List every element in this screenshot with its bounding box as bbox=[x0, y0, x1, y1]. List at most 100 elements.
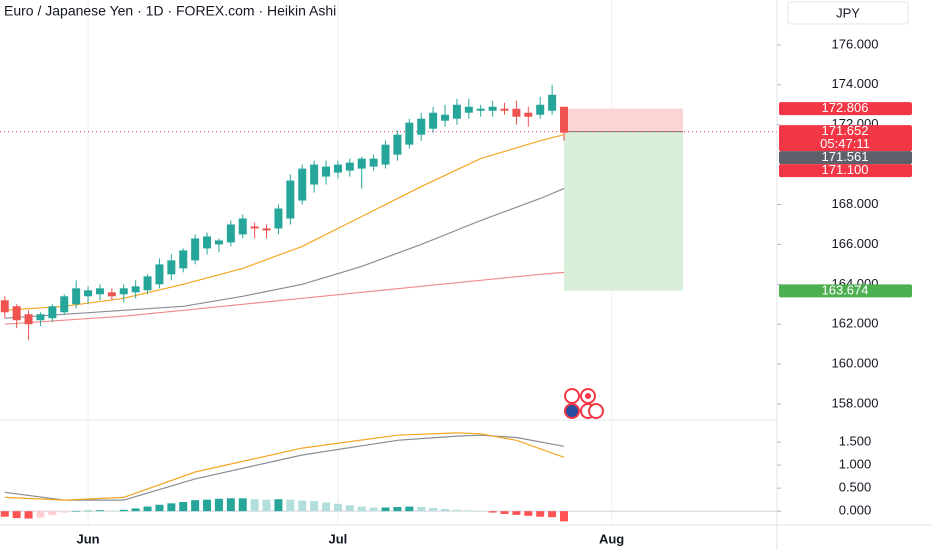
price-badge bbox=[779, 164, 912, 178]
candle-body bbox=[238, 218, 247, 235]
stop-zone bbox=[564, 108, 683, 132]
y-tick-label: 162.000 bbox=[832, 316, 879, 331]
histogram-bar bbox=[500, 511, 509, 514]
candle-body bbox=[107, 292, 116, 297]
y-tick-label: 160.000 bbox=[832, 356, 879, 371]
candle-body bbox=[191, 238, 200, 261]
candle-body bbox=[179, 250, 188, 269]
price-badge bbox=[779, 125, 912, 152]
y-tick-label: 176.000 bbox=[832, 36, 879, 51]
candle-body bbox=[333, 164, 342, 173]
candle-body bbox=[536, 104, 545, 115]
price-badge bbox=[779, 284, 912, 298]
candle-body bbox=[357, 158, 366, 169]
histogram-bar bbox=[12, 511, 21, 519]
histogram-bar bbox=[60, 511, 69, 513]
candle-body bbox=[417, 118, 426, 135]
histogram-bar bbox=[72, 511, 81, 512]
histogram-bar bbox=[203, 499, 212, 512]
histogram-bar bbox=[512, 511, 521, 515]
candle-body bbox=[405, 122, 414, 145]
candle-body bbox=[131, 286, 140, 293]
x-tick-label: Jun bbox=[76, 531, 99, 546]
histogram-bar bbox=[226, 498, 235, 512]
candle-body bbox=[250, 226, 259, 229]
price-badge bbox=[779, 102, 912, 116]
countdown: 05:47:11 bbox=[820, 136, 870, 151]
price-badge-label: 171.652 bbox=[822, 123, 869, 138]
histogram-bar bbox=[36, 511, 45, 518]
histogram-bar bbox=[357, 506, 366, 512]
histogram-bar bbox=[310, 501, 319, 512]
candle-body bbox=[429, 112, 438, 129]
y-tick-label: 158.000 bbox=[832, 395, 879, 410]
candle-body bbox=[286, 180, 295, 219]
price-badge bbox=[779, 151, 912, 165]
candle-body bbox=[369, 158, 378, 167]
candle-body bbox=[464, 106, 473, 113]
y-tick-label: 166.000 bbox=[832, 236, 879, 251]
candle-body bbox=[476, 108, 485, 111]
histogram-bar bbox=[0, 511, 9, 517]
candle-body bbox=[274, 208, 283, 229]
histogram-bar bbox=[452, 509, 461, 512]
candle-body bbox=[95, 288, 104, 295]
currency-box[interactable] bbox=[787, 1, 909, 25]
candle-body bbox=[226, 224, 235, 243]
histogram-bar bbox=[214, 498, 223, 512]
plot bbox=[0, 84, 777, 522]
histogram-bar bbox=[131, 508, 140, 512]
event-icons bbox=[564, 388, 604, 419]
histogram-bar bbox=[322, 502, 331, 512]
price-badge-label: 172.806 bbox=[822, 100, 869, 115]
candle-body bbox=[119, 288, 128, 295]
histogram-bar bbox=[464, 510, 473, 512]
candle-body bbox=[155, 264, 164, 285]
price-badge-label: 171.561 bbox=[822, 149, 869, 164]
price-badge-label: 171.100 bbox=[822, 162, 869, 177]
histogram-bar bbox=[345, 505, 354, 512]
histogram-bar bbox=[84, 510, 93, 512]
histogram-bar bbox=[24, 511, 33, 519]
histogram-bar bbox=[250, 499, 259, 512]
histogram-bar bbox=[298, 500, 307, 512]
target-zone bbox=[564, 131, 683, 291]
histogram-bar bbox=[107, 510, 116, 512]
candle-body bbox=[441, 114, 450, 121]
candle-body bbox=[143, 276, 152, 291]
candle-body bbox=[345, 162, 354, 171]
histogram-bar bbox=[417, 507, 426, 512]
candle-body bbox=[488, 106, 497, 111]
histogram-bar bbox=[560, 511, 569, 522]
candle-body bbox=[310, 164, 319, 185]
currency[interactable]: JPY bbox=[836, 5, 860, 20]
candle-body bbox=[524, 112, 533, 117]
candle-body bbox=[452, 104, 461, 119]
candle-body bbox=[12, 306, 21, 321]
y-tick-label: 1.500 bbox=[839, 434, 872, 449]
candle-body bbox=[548, 94, 557, 111]
candle-body bbox=[84, 290, 93, 297]
x-tick-label: Aug bbox=[599, 531, 624, 546]
candle-body bbox=[560, 106, 569, 133]
histogram-bar bbox=[548, 511, 557, 518]
histogram-bar bbox=[369, 507, 378, 512]
histogram-bar bbox=[155, 504, 164, 512]
candle-body bbox=[60, 296, 69, 313]
candle-body bbox=[298, 168, 307, 201]
histogram-bar bbox=[262, 499, 271, 512]
histogram-bar bbox=[179, 501, 188, 512]
candle-body bbox=[167, 260, 176, 275]
histogram-bar bbox=[143, 506, 152, 512]
y-tick-label: 1.000 bbox=[839, 457, 872, 472]
candle-body bbox=[322, 166, 331, 177]
y-tick-label: 168.000 bbox=[832, 196, 879, 211]
y-tick-label: 174.000 bbox=[832, 76, 879, 91]
indicator-line bbox=[4, 134, 565, 311]
candle-body bbox=[0, 300, 9, 313]
candle-body bbox=[24, 314, 33, 325]
candle-body bbox=[203, 236, 212, 249]
candle-body bbox=[36, 314, 45, 321]
histogram-bar bbox=[405, 506, 414, 512]
candle-body bbox=[72, 288, 81, 305]
